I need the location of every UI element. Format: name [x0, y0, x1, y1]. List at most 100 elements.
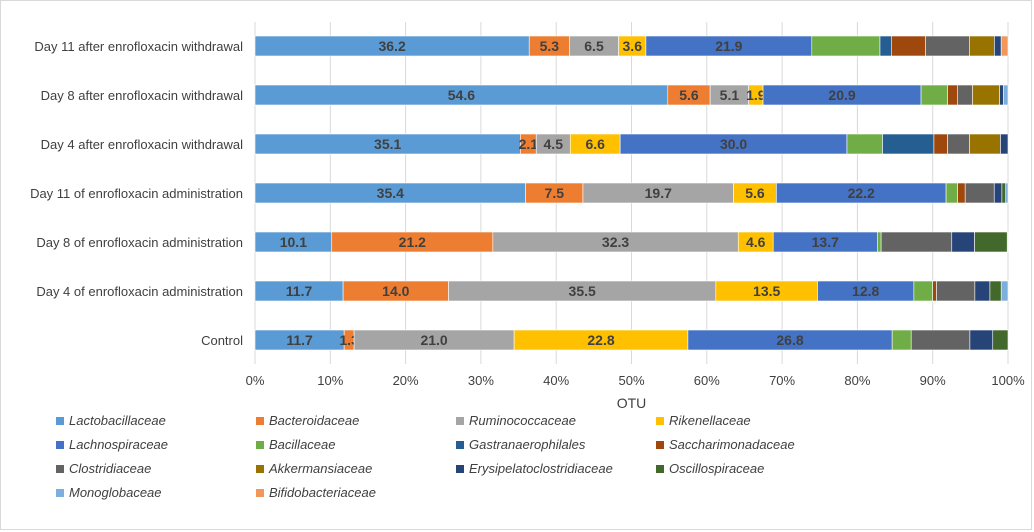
legend-item: Akkermansiaceae	[256, 461, 372, 476]
data-label: 21.2	[399, 234, 426, 250]
bar-segment	[969, 329, 994, 351]
bar-segment	[910, 329, 971, 351]
bar-segment	[1005, 182, 1009, 204]
data-label: 22.8	[587, 332, 614, 348]
legend-item: Gastranaerophilales	[456, 437, 585, 452]
bar-segment	[969, 35, 995, 57]
data-label: 26.8	[776, 332, 803, 348]
legend-item: Oscillospiraceae	[656, 461, 764, 476]
data-label: 36.2	[378, 38, 405, 54]
bar-segment	[945, 182, 958, 204]
legend-swatch	[56, 440, 64, 449]
x-tick-label: 0%	[246, 373, 265, 388]
bar-segment	[947, 133, 970, 155]
x-tick-label: 90%	[920, 373, 946, 388]
x-tick-label: 80%	[844, 373, 870, 388]
data-label: 10.1	[280, 234, 307, 250]
legend-swatch	[56, 488, 64, 497]
category-label: Day 11 of enrofloxacin administration	[30, 186, 243, 201]
data-label: 5.6	[745, 185, 765, 201]
legend-item: Clostridiaceae	[56, 461, 151, 476]
category-label: Day 8 after enrofloxacin withdrawal	[41, 88, 243, 103]
legend-label: Bacteroidaceae	[269, 413, 360, 428]
legend-swatch	[56, 416, 64, 425]
category-label: Day 8 of enrofloxacin administration	[36, 235, 243, 250]
data-label: 21.9	[715, 38, 742, 54]
bar-segment	[951, 231, 975, 253]
data-label: 35.5	[569, 283, 596, 299]
legend-swatch	[256, 416, 264, 425]
bar-segment	[1000, 35, 1009, 57]
data-label: 5.6	[679, 87, 699, 103]
bar-segment	[1001, 182, 1007, 204]
legend-item: Erysipelatoclostridiaceae	[456, 461, 613, 476]
legend-item: Lachnospiraceae	[56, 437, 168, 452]
data-label: 35.1	[374, 136, 401, 152]
x-axis-title: OTU	[617, 395, 647, 410]
bar-segment	[891, 35, 926, 57]
data-label: 5.3	[540, 38, 560, 54]
data-label: 32.3	[602, 234, 629, 250]
legend-label: Ruminococcaceae	[469, 413, 576, 428]
bar-segment	[964, 182, 995, 204]
legend-swatch	[656, 440, 664, 449]
legend-label: Saccharimonadaceae	[669, 437, 795, 452]
legend-swatch	[656, 416, 664, 425]
data-label: 2.1	[519, 136, 539, 152]
bar-segment	[846, 133, 883, 155]
bar-segment	[1006, 231, 1009, 253]
bar-segment	[947, 84, 958, 106]
legend-label: Erysipelatoclostridiaceae	[469, 461, 613, 476]
legend-swatch	[256, 440, 264, 449]
data-label: 7.5	[545, 185, 565, 201]
legend-swatch	[456, 440, 464, 449]
bar-segment	[972, 84, 1000, 106]
x-tick-label: 100%	[991, 373, 1025, 388]
bar-segment	[1000, 280, 1009, 302]
legend-item: Bacteroidaceae	[256, 413, 359, 428]
x-tick-label: 10%	[317, 373, 343, 388]
data-label: 1.9	[746, 87, 766, 103]
x-tick-label: 30%	[468, 373, 494, 388]
bar-segment	[989, 280, 1002, 302]
data-label: 11.7	[286, 283, 313, 299]
legend-item: Monoglobaceae	[56, 485, 162, 500]
bar-segment	[933, 133, 948, 155]
category-label: Day 11 after enrofloxacin withdrawal	[34, 39, 243, 54]
data-label: 13.5	[753, 283, 780, 299]
legend-swatch	[56, 464, 64, 473]
legend-item: Rikenellaceae	[656, 413, 751, 428]
bar-segment	[913, 280, 934, 302]
bar-segment	[880, 231, 953, 253]
bar-segment	[993, 182, 1003, 204]
legend-label: Monoglobaceae	[69, 485, 162, 500]
x-tick-label: 20%	[393, 373, 419, 388]
bar-segment	[891, 329, 912, 351]
legend-item: Ruminococcaceae	[456, 413, 576, 428]
bar-segment	[957, 182, 966, 204]
bar-segment	[879, 35, 892, 57]
bar-segment	[999, 84, 1004, 106]
data-label: 6.5	[584, 38, 604, 54]
legend-label: Akkermansiaceae	[269, 461, 373, 476]
data-label: 35.4	[377, 185, 404, 201]
data-label: 3.6	[623, 38, 643, 54]
legend-label: Bifidobacteriaceae	[269, 485, 376, 500]
data-label: 13.7	[812, 234, 839, 250]
bar-segment	[969, 133, 1001, 155]
category-label: Day 4 after enrofloxacin withdrawal	[41, 137, 243, 152]
x-tick-label: 40%	[543, 373, 569, 388]
data-label: 20.9	[828, 87, 855, 103]
data-label: 54.6	[448, 87, 475, 103]
legend-swatch	[456, 416, 464, 425]
legend-swatch	[256, 464, 264, 473]
stacked-bar-chart: 0% 10% 20% 30% 40% 50% 60% 70% 80% 90% 100% OTU Day …	[30, 22, 1025, 410]
legend-item: Lactobacillaceae	[56, 413, 166, 428]
bar-segment	[994, 35, 1002, 57]
bar-segment	[877, 231, 882, 253]
bar-segment	[920, 84, 948, 106]
bar-segment	[925, 35, 970, 57]
data-label: 4.6	[746, 234, 766, 250]
category-label: Day 4 of enrofloxacin administration	[36, 284, 243, 299]
bar-segment	[1003, 84, 1009, 106]
